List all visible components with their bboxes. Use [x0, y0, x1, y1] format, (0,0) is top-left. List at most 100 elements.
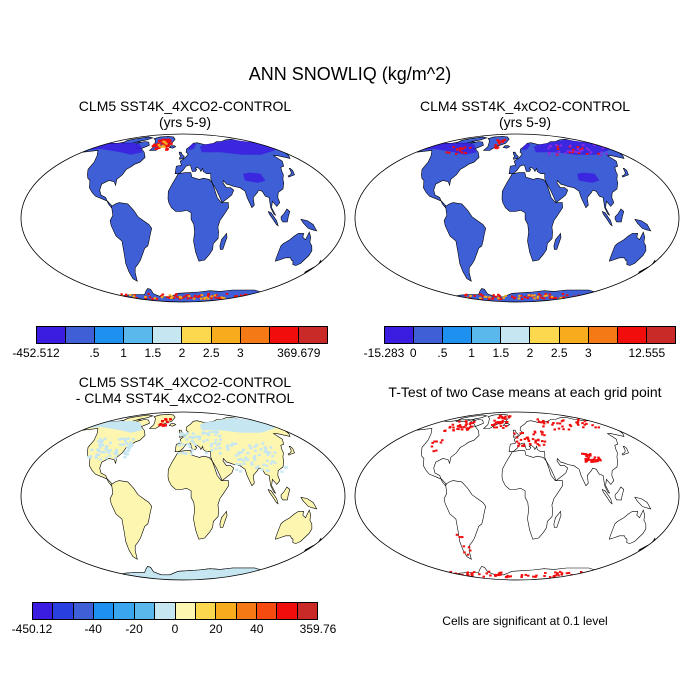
diff-snow-cell	[121, 437, 124, 440]
cb3-swatch	[53, 603, 74, 619]
cb2-label: -15.283	[363, 346, 405, 360]
significant-cell	[592, 458, 596, 461]
diff-snow-cell	[263, 450, 267, 454]
violet-value-cell	[578, 150, 582, 153]
significant-cell	[472, 571, 476, 574]
antarctic-warm-value	[497, 297, 500, 300]
high-value-cell	[498, 140, 501, 142]
high-value-cell	[571, 151, 574, 154]
significant-cell	[527, 440, 531, 442]
diff-snow-cell	[130, 444, 134, 447]
significant-cell	[540, 433, 544, 436]
significant-cell	[517, 444, 520, 447]
antarctic-high-value	[250, 297, 253, 300]
antarctic-high-value	[570, 297, 574, 300]
cb1-swatch	[298, 327, 327, 343]
antarctic-high-value	[220, 297, 223, 300]
significant-cell	[569, 425, 573, 428]
significant-cell	[534, 439, 537, 442]
violet-value-cell	[600, 151, 603, 154]
significant-cell	[584, 460, 588, 463]
significant-cell	[493, 426, 496, 429]
antarctic-warm-value	[248, 295, 251, 298]
antarctic-warm-value	[203, 297, 206, 300]
significant-cell	[581, 452, 584, 455]
antarctic-warm-value	[107, 295, 110, 297]
land-uk	[178, 151, 185, 160]
significant-cell	[541, 440, 544, 443]
significant-cell	[562, 419, 565, 422]
antarctic-high-value	[542, 297, 546, 300]
cb3-label: 0	[171, 622, 179, 636]
significant-cell	[585, 454, 588, 457]
land-sumatra	[267, 488, 279, 505]
antarctic-warm-value	[269, 294, 273, 297]
significant-cell	[515, 440, 519, 443]
significant-cell	[501, 420, 504, 423]
antarctic-warm-value	[213, 294, 217, 297]
diff-snow-cell	[226, 444, 230, 447]
antarctic-warm-value	[153, 297, 157, 300]
antarctic-high-value	[265, 294, 269, 297]
land-madagascar	[553, 510, 562, 528]
high-value-cell	[464, 152, 467, 154]
antarctic-high-value	[554, 296, 558, 299]
significant-cell	[596, 571, 600, 574]
diff-snow-cell	[96, 448, 100, 451]
significant-cell	[597, 456, 600, 459]
significant-cell	[556, 573, 559, 575]
antarctic-high-value	[189, 296, 193, 299]
significant-cell	[433, 440, 436, 443]
land-southAmerica	[443, 480, 487, 560]
diff-high-cell	[159, 423, 163, 426]
significant-cell	[536, 443, 539, 446]
diff-snow-cell	[118, 443, 122, 446]
diff-snow-cell	[250, 461, 254, 464]
significant-cell	[515, 436, 519, 439]
significant-cell	[520, 574, 524, 577]
greenland-high-value	[161, 142, 164, 145]
diff-snow-cell	[253, 445, 257, 448]
diff-snow-cell	[214, 433, 218, 436]
violet-value-cell	[547, 153, 551, 156]
significant-cell	[553, 428, 556, 431]
significant-cell	[587, 459, 591, 462]
diff-snow-cell	[184, 433, 188, 436]
significant-cell	[558, 422, 562, 425]
diff-snow-cell	[263, 446, 267, 449]
antarctic-high-value	[481, 294, 484, 297]
diff-snow-cell	[115, 448, 119, 452]
map-border	[20, 411, 346, 581]
significant-cell	[465, 421, 468, 424]
cb3-label: -40	[84, 622, 102, 636]
antarctic-high-value	[160, 294, 163, 297]
significant-cell	[430, 445, 434, 448]
panel-3-map	[20, 411, 346, 581]
diff-snow-cell	[205, 432, 208, 435]
significant-cell	[577, 418, 580, 421]
greenland-high-value	[155, 144, 159, 147]
antarctic-warm-value	[434, 294, 437, 297]
land-japan	[621, 446, 629, 456]
cb2-label: .5	[437, 346, 448, 360]
antarctic-high-value	[244, 293, 247, 296]
violet-value-cell	[555, 144, 558, 147]
antarctic-high-value	[125, 297, 128, 300]
snow-tibet	[243, 172, 266, 183]
significant-cell	[497, 574, 501, 577]
significant-cell	[598, 458, 601, 461]
antarctic-high-value	[183, 295, 186, 298]
antarctic-high-value	[443, 295, 447, 298]
significant-cell	[557, 427, 561, 430]
significant-cell	[497, 421, 501, 424]
significant-cell	[509, 575, 512, 578]
greenland-high-value	[157, 146, 161, 149]
significant-cell	[435, 440, 438, 443]
diff-snow-cell	[89, 455, 93, 458]
antarctic-high-value	[104, 296, 107, 299]
significant-cell	[452, 426, 455, 429]
diff-snow-cell	[189, 452, 193, 455]
significant-cell	[498, 572, 501, 575]
diff-snow-cell	[238, 463, 242, 466]
land-iceland	[168, 423, 177, 427]
